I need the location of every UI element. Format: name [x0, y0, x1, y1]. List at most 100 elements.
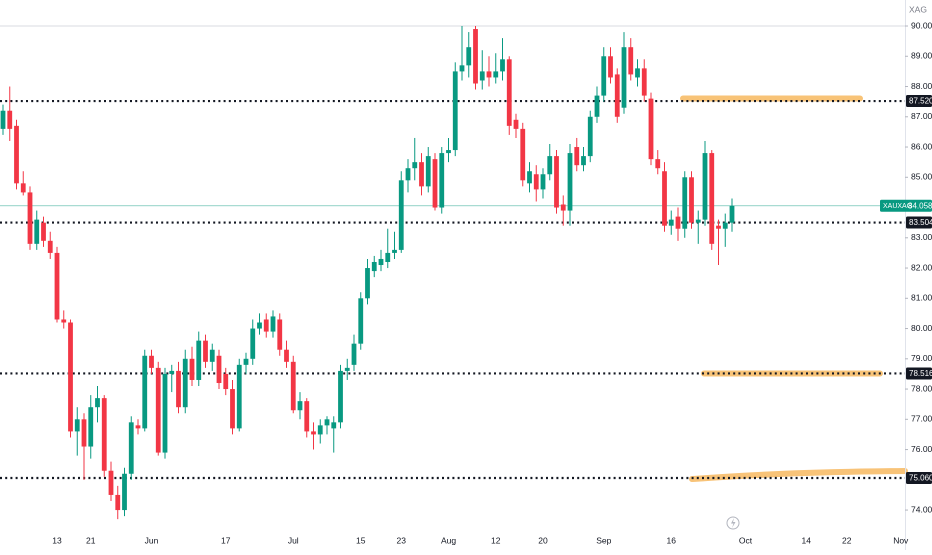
candle-body — [7, 110, 13, 129]
candle-body — [135, 425, 141, 429]
candle-body — [297, 401, 303, 411]
y-tick-label: 88.00 — [911, 81, 932, 91]
candle-body — [95, 398, 100, 408]
symbol-label: XAUXAG — [883, 203, 912, 210]
level-label: 83.504 — [909, 218, 932, 227]
candle-body — [722, 222, 728, 229]
candle-body — [695, 219, 701, 223]
candle-body — [115, 494, 121, 511]
level-label-box — [906, 367, 932, 380]
y-tick-label: 77.00 — [911, 414, 932, 424]
candle-body — [324, 419, 330, 426]
event-bolt — [731, 518, 736, 528]
candle-body — [81, 419, 87, 447]
y-tick-label: 87.00 — [911, 111, 932, 121]
candle-body — [34, 219, 40, 244]
candle-body — [405, 168, 411, 181]
candle-body — [520, 128, 526, 181]
candles — [0, 26, 735, 520]
candle-body — [311, 431, 316, 435]
candle-body — [412, 162, 418, 169]
candle-body — [702, 153, 708, 220]
candle-body — [378, 258, 384, 266]
x-tick-label: 17 — [221, 535, 231, 545]
level-label: 87.520 — [909, 97, 932, 106]
candle-body — [459, 65, 465, 72]
candle-body — [230, 389, 235, 429]
candle-body — [473, 29, 478, 84]
candle-body — [331, 422, 337, 429]
candle-body — [446, 150, 451, 154]
y-tick-label: 90.00 — [911, 20, 932, 30]
candle-body — [452, 71, 458, 151]
candle-body — [41, 222, 46, 241]
y-tick-label: 80.00 — [911, 323, 932, 333]
candle-body — [250, 328, 256, 359]
candle-body — [196, 340, 202, 380]
x-tick-label: 21 — [86, 535, 96, 545]
x-tick-label: Jul — [288, 535, 299, 545]
x-tick-label: 20 — [538, 535, 548, 545]
candle-body — [236, 364, 242, 429]
candle-body — [533, 174, 539, 190]
x-tick-label: 13 — [52, 535, 62, 545]
candle-body — [54, 252, 60, 320]
y-tick-label: 76.00 — [911, 444, 932, 454]
candle-body — [68, 322, 73, 432]
candle-body — [344, 367, 350, 371]
candle-body — [216, 355, 222, 384]
candle-body — [628, 47, 634, 75]
candle-body — [263, 319, 269, 332]
candle-body — [0, 110, 6, 129]
candle-body — [479, 71, 485, 81]
candle-body — [122, 473, 127, 511]
candle-body — [547, 156, 553, 175]
candle-body — [223, 373, 229, 390]
level-label: 78.516 — [909, 369, 932, 378]
x-tick-label: 23 — [397, 535, 407, 545]
x-tick-label: Sep — [596, 535, 611, 545]
candle-body — [554, 156, 559, 208]
candle-body — [648, 98, 654, 160]
candle-body — [371, 261, 377, 272]
candle-body — [128, 422, 134, 474]
candle-body — [270, 316, 276, 332]
x-tick-label: 22 — [842, 535, 852, 545]
candle-body — [74, 419, 80, 432]
candle-body — [182, 358, 188, 408]
candle-body — [513, 119, 519, 129]
candle-body — [675, 216, 681, 229]
candle-body — [729, 205, 735, 223]
candle-body — [338, 370, 343, 423]
level-label-box — [906, 471, 932, 484]
candle-body — [527, 171, 532, 184]
candle-body — [88, 407, 94, 447]
candle-body — [500, 59, 505, 72]
candle-body — [425, 156, 431, 187]
candle-body — [432, 159, 438, 208]
candle-body — [709, 153, 715, 244]
x-tick-label: 14 — [802, 535, 812, 545]
candle-body — [47, 240, 53, 253]
candle-body — [689, 177, 694, 223]
x-tick-label: Aug — [441, 535, 456, 545]
candle-body — [277, 319, 283, 350]
candle-body — [621, 47, 627, 108]
candle-body — [662, 171, 667, 226]
candle-body — [142, 355, 148, 429]
candle-body — [567, 153, 573, 211]
candle-body — [419, 162, 424, 187]
candle-body — [466, 47, 472, 66]
candle-body — [668, 219, 674, 226]
candle-body — [304, 401, 310, 432]
highlight-stroke — [689, 468, 908, 482]
y-tick-label: 86.00 — [911, 141, 932, 151]
candle-body — [594, 95, 600, 117]
level-label-box — [906, 216, 932, 229]
x-tick-label: Jun — [145, 535, 159, 545]
candle-body — [284, 349, 289, 362]
candle-body — [351, 343, 357, 365]
candle-body — [365, 268, 370, 299]
candle-body — [20, 183, 26, 193]
